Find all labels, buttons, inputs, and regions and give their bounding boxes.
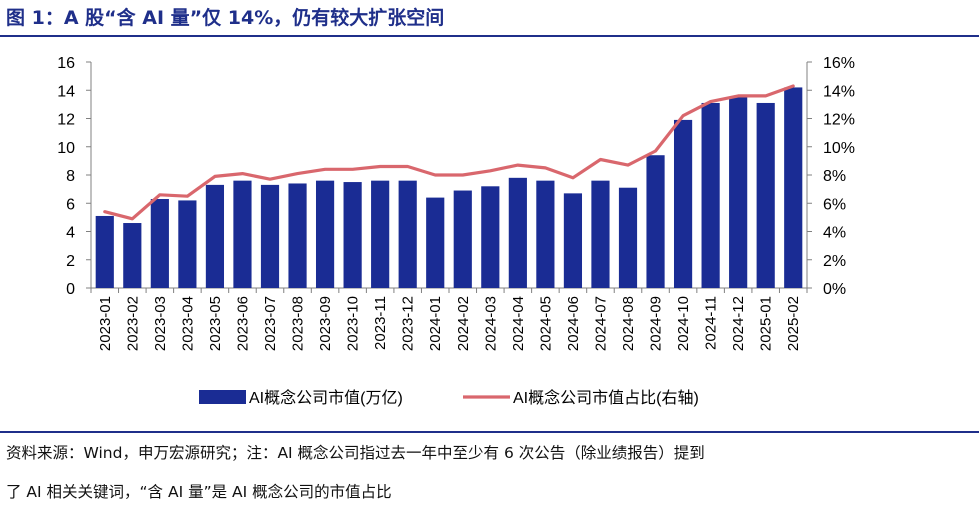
bar [481, 186, 500, 288]
x-tick-label: 2024-05 [537, 296, 554, 351]
bar [150, 199, 169, 288]
x-tick-label: 2023-08 [290, 296, 307, 351]
x-tick-label: 2023-10 [345, 296, 362, 351]
bar [315, 180, 335, 288]
y-left-tick-label: 14 [57, 83, 75, 100]
bar [729, 97, 748, 288]
y-right-tick-label: 10% [823, 140, 855, 157]
bar [178, 200, 197, 288]
x-tick-label: 2024-12 [730, 296, 747, 351]
x-tick-label: 2024-07 [592, 296, 609, 351]
bar [233, 180, 252, 288]
bar [591, 180, 610, 288]
x-tick-label: 2023-09 [317, 296, 334, 351]
bar [508, 177, 527, 288]
x-tick-label: 2024-01 [427, 296, 444, 351]
x-tick-label: 2023-07 [262, 296, 279, 351]
bar [205, 184, 225, 288]
y-left-tick-label: 0 [66, 281, 75, 298]
x-tick-label: 2025-01 [758, 296, 775, 351]
y-left-tick-label: 6 [66, 196, 75, 213]
line-path [103, 84, 795, 221]
bar [398, 180, 417, 288]
x-tick-label: 2024-06 [565, 296, 582, 351]
x-tick-label: 2024-10 [675, 296, 692, 351]
y-right-tick-label: 14% [823, 83, 855, 100]
y-left-tick-label: 8 [66, 168, 75, 185]
x-tick-label: 2023-01 [97, 296, 114, 351]
legend-swatch-bar [199, 390, 246, 404]
title-divider [0, 35, 979, 37]
bar [95, 215, 114, 288]
bar [371, 180, 390, 288]
bar [673, 119, 693, 288]
x-tick-label: 2023-12 [400, 296, 417, 351]
bar [701, 102, 720, 289]
x-tick-label: 2023-04 [179, 296, 196, 351]
x-tick-label: 2024-11 [703, 296, 720, 350]
chart: 0 2 4 6 8 10 12 14 16 0% 2% 4% 6% 8% 10% 12% 14% 16% 2023… [57, 55, 855, 407]
bar [563, 193, 583, 288]
x-tick-label: 2023-05 [207, 296, 224, 351]
legend-label-bar: AI概念公司市值(万亿) [249, 388, 403, 407]
figure-title: 图 1：A 股“含 AI 量”仅 14%，仍有较大扩张空间 [6, 7, 445, 29]
x-tick-label: 2024-09 [648, 296, 665, 351]
source-note-line-1: 资料来源：Wind，申万宏源研究；注：AI 概念公司指过去一年中至少有 6 次公… [6, 444, 705, 462]
bar [260, 184, 280, 288]
bar [646, 155, 665, 288]
legend: AI概念公司市值(万亿) AI概念公司市值占比(右轴) [199, 388, 699, 407]
y-left-tick-label: 4 [66, 225, 75, 242]
y-right-tick-label: 8% [823, 168, 846, 185]
bar [536, 180, 555, 288]
x-tick-label: 2024-02 [455, 296, 472, 351]
x-tick-label: 2023-06 [234, 296, 251, 351]
y-left-tick-label: 16 [57, 55, 75, 72]
bar [618, 187, 638, 288]
y-right-tick-label: 12% [823, 112, 855, 129]
y-right-tick-label: 2% [823, 253, 846, 270]
x-tick-label: 2023-02 [124, 296, 141, 351]
y-right-tick-label: 4% [823, 225, 846, 242]
line-series [103, 84, 795, 221]
x-tick-label: 2024-08 [620, 296, 637, 351]
bar [426, 197, 445, 288]
x-tick-labels: 2023-01 2023-02 2023-03 2023-04 2023-05 2023-… [97, 296, 802, 351]
footer-divider [0, 431, 979, 433]
y-right-tick-label: 6% [823, 196, 846, 213]
chart-axes: 0 2 4 6 8 10 12 14 16 0% 2% 4% 6% 8% 10% 12% 14% 16% [57, 55, 855, 298]
y-left-tick-label: 12 [57, 112, 75, 129]
bar [784, 87, 803, 288]
bar-series [95, 87, 803, 289]
y-right-tick-label: 0% [823, 281, 846, 298]
x-tick-label: 2023-11 [372, 296, 389, 350]
bar [756, 102, 775, 289]
y-left-tick-label: 2 [66, 253, 75, 270]
legend-label-line: AI概念公司市值占比(右轴) [513, 388, 699, 407]
bar [123, 223, 142, 288]
bar [343, 182, 362, 288]
x-tick-label: 2025-02 [785, 296, 802, 351]
y-left-tick-label: 10 [57, 140, 75, 157]
bar [288, 183, 307, 288]
x-tick-label: 2024-03 [482, 296, 499, 351]
x-tick-label: 2024-04 [510, 296, 527, 351]
y-right-tick-label: 16% [823, 55, 855, 72]
bar [453, 190, 472, 288]
x-tick-label: 2023-03 [152, 296, 169, 351]
source-note-line-2: 了 AI 相关关键词，“含 AI 量”是 AI 概念公司的市值占比 [6, 483, 392, 501]
